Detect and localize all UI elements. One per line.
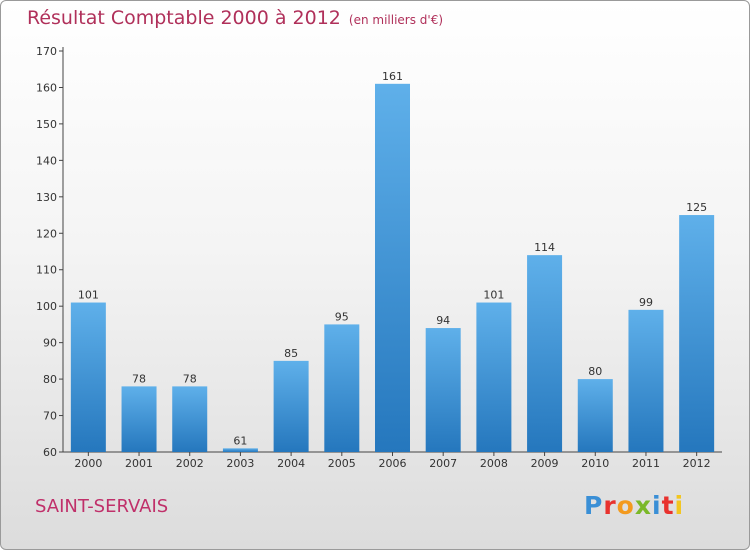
y-tick-label: 110	[36, 264, 57, 277]
x-tick-label: 2006	[379, 457, 407, 470]
x-tick-label: 2005	[328, 457, 356, 470]
logo-letter: o	[616, 491, 635, 520]
x-tick-label: 2000	[74, 457, 102, 470]
x-tick-label: 2004	[277, 457, 305, 470]
bar-value-label: 101	[78, 289, 99, 302]
y-tick-label: 170	[36, 45, 57, 58]
bar	[222, 448, 258, 452]
logo-letter: P	[584, 491, 604, 520]
x-tick-label: 2007	[429, 457, 457, 470]
x-tick-label: 2002	[176, 457, 204, 470]
bar-value-label: 85	[284, 347, 298, 360]
bar-value-label: 78	[183, 372, 197, 385]
logo-letter: t	[661, 491, 675, 520]
bar-value-label: 95	[335, 310, 349, 323]
proxiti-logo: Proxiti	[584, 491, 684, 520]
chart-title: Résultat Comptable 2000 à 2012 (en millie…	[27, 7, 443, 29]
x-tick-label: 2001	[125, 457, 153, 470]
bar	[577, 379, 613, 452]
bar-value-label: 80	[588, 365, 602, 378]
logo-letter: r	[603, 491, 617, 520]
city-name: SAINT-SERVAIS	[35, 496, 169, 517]
x-tick-label: 2011	[632, 457, 660, 470]
y-tick-label: 100	[36, 300, 57, 313]
bar	[527, 255, 563, 452]
logo-letter: i	[674, 491, 685, 520]
y-tick-label: 60	[43, 446, 57, 459]
bar	[425, 328, 461, 452]
bar	[324, 324, 360, 452]
bar	[375, 83, 410, 453]
bar	[476, 302, 512, 452]
y-tick-label: 140	[36, 154, 57, 167]
y-tick-label: 90	[43, 337, 57, 350]
bar	[679, 215, 715, 452]
bar-value-label: 161	[382, 70, 403, 83]
bar	[273, 360, 309, 452]
logo-letter: i	[652, 491, 662, 520]
bar	[172, 386, 208, 452]
bar-value-label: 125	[686, 201, 707, 214]
x-tick-label: 2009	[531, 457, 559, 470]
bar-value-label: 99	[639, 296, 653, 309]
y-tick-label: 70	[43, 410, 57, 423]
logo-letter: x	[634, 491, 652, 520]
bar-value-label: 101	[483, 289, 504, 302]
x-tick-label: 2010	[581, 457, 609, 470]
x-tick-label: 2003	[226, 457, 254, 470]
y-tick-label: 120	[36, 227, 57, 240]
bar-value-label: 78	[132, 372, 146, 385]
chart-subtitle: (en milliers d'€)	[348, 13, 444, 27]
y-tick-label: 80	[43, 373, 57, 386]
x-tick-label: 2008	[480, 457, 508, 470]
bar	[628, 309, 664, 452]
y-tick-label: 160	[36, 81, 57, 94]
bar-value-label: 94	[436, 314, 450, 327]
chart-title-text: Résultat Comptable 2000 à 2012	[27, 7, 341, 29]
bar	[70, 302, 106, 452]
y-tick-label: 130	[36, 191, 57, 204]
y-tick-label: 150	[36, 118, 57, 131]
x-tick-label: 2012	[683, 457, 711, 470]
bar-value-label: 61	[233, 434, 247, 447]
bar-value-label: 114	[534, 241, 555, 254]
bar	[121, 386, 157, 452]
